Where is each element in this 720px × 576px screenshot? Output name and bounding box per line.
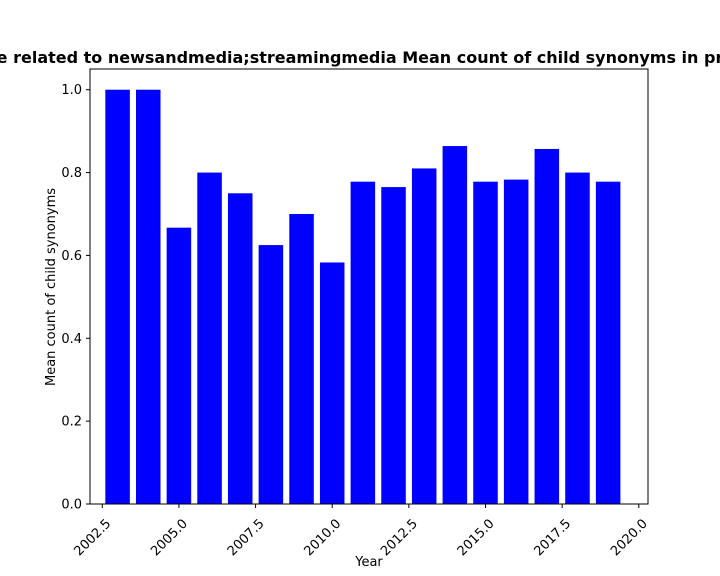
y-tick-label: 0.8 [61, 166, 82, 181]
bar-2018 [565, 172, 590, 505]
y-tick-label: 1.0 [61, 83, 82, 98]
y-tick-label: 0.6 [61, 249, 82, 264]
x-axis: 2002.5 2005.0 2007.5 2010.0 2012.5 2015.0 2017… [72, 504, 651, 559]
bar-2017 [534, 148, 560, 504]
y-tick-label: 0.0 [61, 498, 82, 513]
plot-frame [89, 68, 649, 505]
bar-2003 [105, 89, 130, 504]
bar-2019 [595, 181, 621, 504]
bar-2006 [197, 172, 222, 505]
x-tick-label: 2017.5 [531, 516, 574, 559]
x-tick-label: 2012.5 [378, 516, 421, 559]
bar-2015 [473, 181, 498, 504]
x-tick-label: 2005.0 [148, 516, 191, 559]
bar-2013 [411, 168, 437, 504]
bar-2011 [350, 181, 376, 504]
x-tick-label: 2002.5 [72, 516, 115, 559]
x-axis-label: Year [354, 555, 383, 570]
y-tick-label: 0.2 [61, 415, 82, 430]
bar-2016 [503, 179, 529, 504]
x-tick-label: 2020.0 [608, 516, 651, 559]
x-tick-label: 2015.0 [455, 516, 498, 559]
bar-2004 [135, 89, 161, 504]
bar-2012 [381, 187, 406, 505]
y-axis: 0.0 0.2 0.4 0.6 0.8 1.0 [61, 83, 90, 513]
bar-2005 [166, 227, 192, 504]
y-tick-label: 0.4 [61, 332, 82, 347]
chart-title: e related to newsandmedia;streamingmedia… [0, 48, 720, 67]
bar-2007 [227, 193, 253, 505]
bar-2008 [258, 245, 284, 505]
y-axis-label: Mean count of child synonyms [44, 188, 59, 386]
x-tick-label: 2007.5 [225, 516, 268, 559]
bar-2014 [442, 146, 468, 505]
bars-group [105, 89, 621, 505]
bar-2009 [289, 214, 314, 504]
x-tick-label: 2010.0 [301, 516, 344, 559]
bar-2010 [319, 262, 345, 504]
